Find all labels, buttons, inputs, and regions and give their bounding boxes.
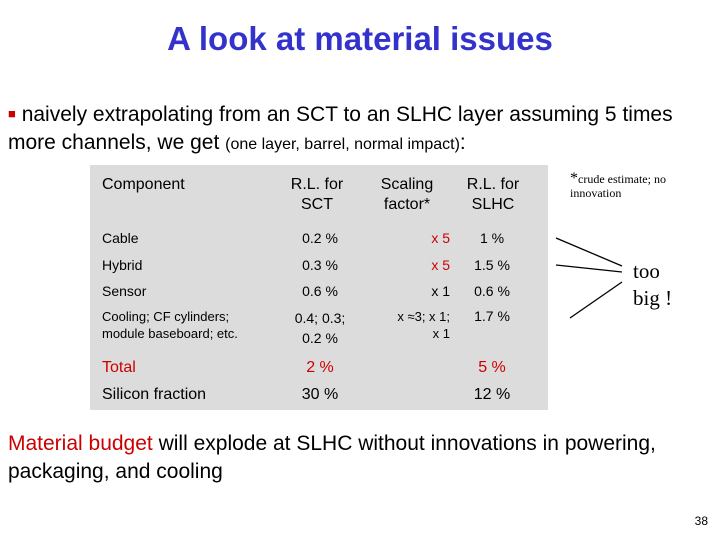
- total-rl-sct: 2 %: [306, 359, 334, 376]
- too-big-line1: too: [633, 259, 660, 283]
- arrow-line-hybrid: [555, 264, 623, 273]
- note-text: crude estimate; no innovation: [570, 172, 666, 200]
- row-rl-sct-line1: 0.4; 0.3;: [294, 310, 346, 326]
- bullet-text: naively extrapolating from an SCT to an …: [8, 103, 673, 154]
- header-rl-sct: R.L. for SCT: [275, 175, 359, 215]
- row-scaling: x 5: [431, 230, 450, 246]
- header-rl-sct-line1: R.L. for: [290, 176, 344, 193]
- row-rl-sct: 0.3 %: [302, 257, 338, 273]
- row-scaling: x 5: [431, 257, 450, 273]
- row-rl-slhc: 1.5 %: [474, 257, 510, 273]
- header-rl-slhc: R.L. for SLHC: [452, 175, 534, 215]
- row-rl-slhc: 1 %: [479, 230, 505, 246]
- note-star: *: [570, 170, 578, 187]
- too-big-label: too big !: [633, 258, 703, 312]
- row-component: Sensor: [102, 283, 147, 299]
- bullet-square-icon: ■: [8, 106, 16, 121]
- row-component-line2: module baseboard; etc.: [102, 326, 238, 341]
- conclusion-body: will explode at SLHC without innovations…: [8, 432, 656, 483]
- header-scaling: Scaling factor*: [366, 175, 448, 215]
- too-big-line2: big !: [633, 286, 673, 310]
- silicon-rl-sct: 30 %: [301, 386, 339, 403]
- silicon-rl-slhc: 12 %: [473, 386, 511, 403]
- arrow-line-cooling: [569, 281, 623, 319]
- total-rl-slhc: 5 %: [478, 359, 506, 376]
- header-component: Component: [102, 176, 185, 193]
- arrow-line-cable: [555, 237, 623, 267]
- bullet-suffix: :: [459, 131, 466, 154]
- header-rl-sct-line2: SCT: [301, 196, 333, 213]
- slide-title: A look at material issues: [167, 20, 553, 57]
- row-component: Cable: [102, 230, 139, 246]
- row-rl-slhc: 0.6 %: [474, 283, 510, 299]
- header-rl-slhc-line2: SLHC: [471, 196, 515, 213]
- row-scaling-line2: x 1: [432, 326, 450, 341]
- row-scaling-line1: x ≈3; x 1;: [397, 309, 450, 324]
- crude-estimate-note: *crude estimate; no innovation: [570, 170, 710, 201]
- row-rl-sct: 0.2 %: [302, 230, 338, 246]
- conclusion-text: Material budget will explode at SLHC wit…: [8, 430, 708, 486]
- row-component: Cooling; CF cylinders; module baseboard;…: [102, 308, 238, 342]
- row-rl-sct: 0.4; 0.3; 0.2 %: [285, 308, 355, 348]
- silicon-label: Silicon fraction: [102, 386, 207, 403]
- row-scaling: x 1: [431, 283, 450, 299]
- header-scaling-line2: factor*: [383, 196, 431, 213]
- row-rl-sct-line2: 0.2 %: [302, 330, 338, 346]
- conclusion-highlight: Material budget: [8, 432, 153, 455]
- row-scaling: x ≈3; x 1; x 1: [370, 308, 450, 342]
- header-scaling-line1: Scaling: [380, 176, 434, 193]
- total-label: Total: [102, 359, 136, 376]
- page-number: 38: [694, 514, 708, 528]
- bullet-point: ■ naively extrapolating from an SCT to a…: [8, 100, 720, 159]
- row-component: Hybrid: [102, 257, 143, 273]
- material-table: Component R.L. for SCT Scaling factor* R…: [90, 165, 548, 410]
- row-rl-slhc: 1.7 %: [474, 308, 510, 324]
- bullet-note: (one layer, barrel, normal impact): [225, 136, 460, 153]
- row-rl-sct: 0.6 %: [302, 283, 338, 299]
- row-component-line1: Cooling; CF cylinders;: [102, 309, 230, 324]
- header-rl-slhc-line1: R.L. for: [466, 176, 520, 193]
